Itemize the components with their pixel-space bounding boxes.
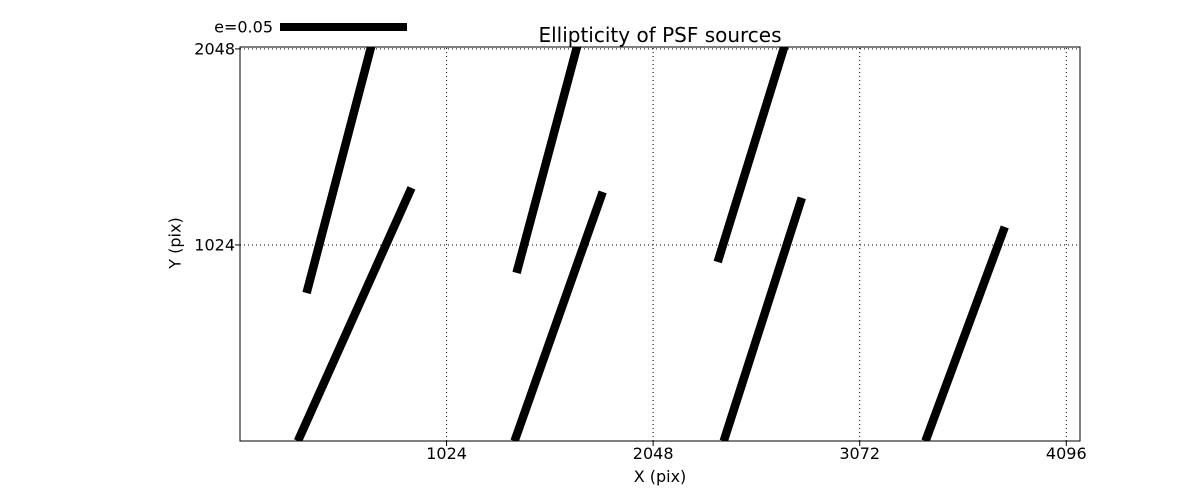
whisker-segment [921,225,1009,441]
gridlines [240,47,1080,441]
whisker-segment [510,190,607,441]
x-tick-label: 1024 [426,444,467,463]
whisker-segment [719,196,806,441]
x-tick-label: 3072 [839,444,881,463]
axes-border [239,46,1081,442]
tick-marks [235,48,1067,446]
y-tick-label: 1024 [194,235,235,255]
whisker-segment [713,47,789,264]
x-tick-label: 2048 [632,444,674,463]
legend-scale-bar [280,23,408,31]
x-tick-label: 4096 [1045,444,1087,463]
y-tick-label: 2048 [194,39,235,59]
whisker-segment [512,47,582,275]
chart-title: Ellipticity of PSF sources [538,23,782,47]
x-axis-label: X (pix) [633,467,687,486]
y-axis-label: Y (pix) [165,217,185,269]
whisker-segment [302,47,376,295]
legend-label: e=0.05 [214,17,273,37]
psf-ellipticity-whiskers [294,47,1009,441]
whisker-segment [294,186,416,441]
